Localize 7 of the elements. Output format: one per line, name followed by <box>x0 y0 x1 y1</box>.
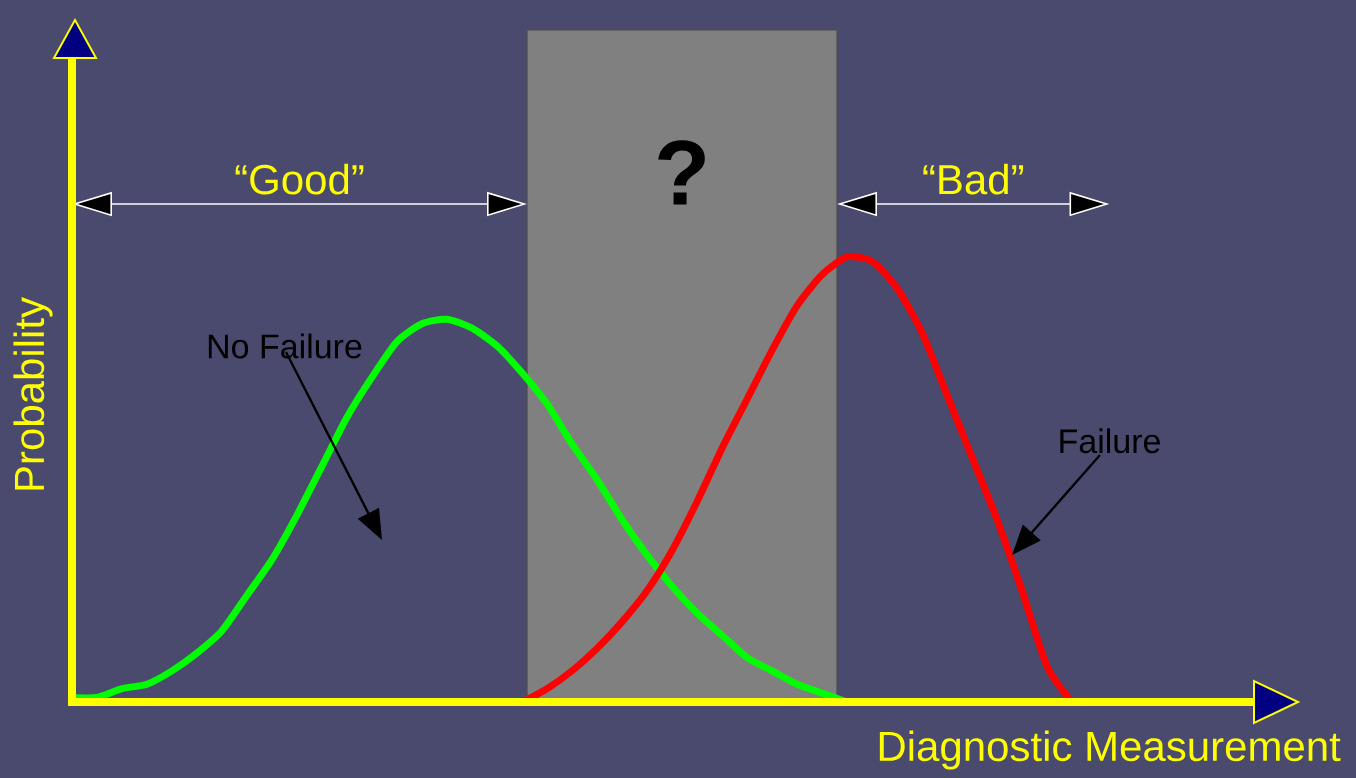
text: “Bad” <box>923 163 1024 195</box>
text: ? <box>658 140 705 205</box>
y-axis-title: Probability <box>13 297 53 490</box>
text: “Good” <box>235 163 364 195</box>
series-label: No Failure <box>208 333 362 359</box>
x-axis-title: Diagnostic Measurement <box>879 730 1341 770</box>
text: Failure <box>1060 428 1160 454</box>
